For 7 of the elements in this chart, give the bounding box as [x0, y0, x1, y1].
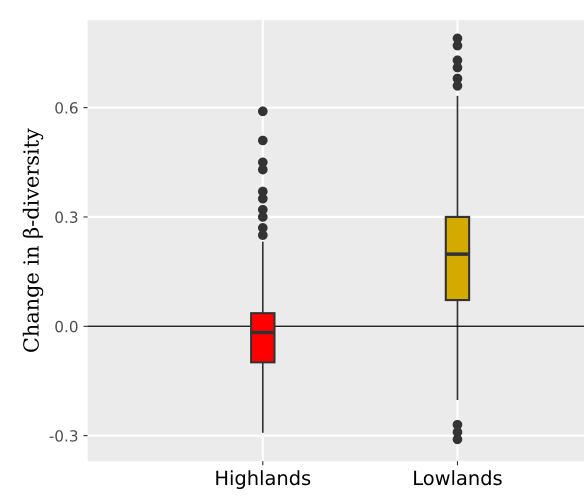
- y-tick-label: -0.3: [50, 430, 78, 442]
- y-tick-label: 0.0: [55, 320, 78, 332]
- x-tick-label: Lowlands: [414, 470, 502, 486]
- x-tick-label: Highlands: [216, 470, 310, 490]
- y-axis-title: Change in β-diversity: [22, 128, 44, 352]
- y-tick-label: 0.6: [55, 102, 78, 114]
- y-tick-label: 0.3: [55, 211, 78, 223]
